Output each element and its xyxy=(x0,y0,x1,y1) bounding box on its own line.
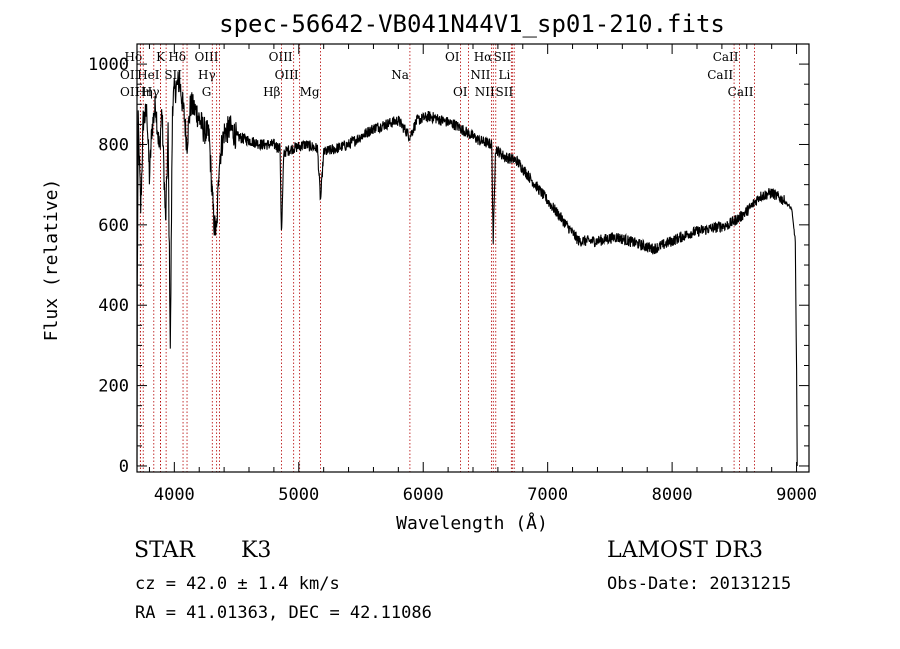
line-label-8: CaII xyxy=(713,50,739,64)
x-tick-label-7000: 7000 xyxy=(527,485,568,505)
line-label-18: OII xyxy=(120,85,140,99)
redshift-value: cz = 42.0 ± 1.4 km/s xyxy=(135,574,340,594)
line-label-26: SII xyxy=(495,85,513,99)
line-label-13: OIII xyxy=(275,68,299,82)
y-tick-label-1000: 1000 xyxy=(88,55,129,75)
axis-ticks: 4000 5000 6000 7000 8000 9000 0 200 400 600 800 100… xyxy=(88,44,817,505)
line-label-10: HeI xyxy=(137,68,160,82)
line-label-21: G xyxy=(202,85,212,99)
line-label-4: OIII xyxy=(269,50,293,64)
line-label-5: OI xyxy=(445,50,460,64)
line-label-15: NII xyxy=(470,68,490,82)
line-label-19: Hη xyxy=(135,85,153,99)
line-label-2: Hδ xyxy=(168,50,186,64)
object-subclass: K3 xyxy=(241,538,272,563)
plot-frame xyxy=(136,43,810,473)
line-label-16: Li xyxy=(499,68,511,82)
ra-dec: RA = 41.01363, DEC = 42.11086 xyxy=(135,603,432,623)
x-tick-label-4000: 4000 xyxy=(154,485,195,505)
line-label-24: OI xyxy=(453,85,468,99)
line-label-3: OIII xyxy=(194,50,218,64)
y-tick-label-600: 600 xyxy=(98,216,129,236)
line-label-23: Mg xyxy=(300,85,320,99)
x-tick-label-6000: 6000 xyxy=(403,485,444,505)
line-label-17: CaII xyxy=(707,68,733,82)
obs-date: Obs-Date: 20131215 xyxy=(607,574,792,594)
line-label-1: K xyxy=(156,50,166,64)
line-label-27: CaII xyxy=(728,85,754,99)
y-axis-label: Flux (relative) xyxy=(41,179,62,342)
y-tick-label-0: 0 xyxy=(119,457,129,477)
survey-label: LAMOST DR3 xyxy=(607,538,763,563)
y-tick-label-400: 400 xyxy=(98,296,129,316)
object-class: STAR xyxy=(134,538,195,563)
line-label-7: SII xyxy=(494,50,512,64)
y-tick-label-800: 800 xyxy=(98,135,129,155)
line-label-9: OII xyxy=(120,68,140,82)
y-tick-label-200: 200 xyxy=(98,377,129,397)
x-tick-label-5000: 5000 xyxy=(278,485,319,505)
chart-title: spec-56642-VB041N44V1_sp01-210.fits xyxy=(219,10,725,38)
spectrum-line xyxy=(136,71,798,467)
line-label-20: Hγ xyxy=(142,85,160,99)
line-label-12: Hγ xyxy=(198,68,216,82)
line-label-25: NII xyxy=(475,85,495,99)
x-tick-label-9000: 9000 xyxy=(776,485,817,505)
line-label-14: Na xyxy=(391,68,409,82)
x-tick-label-8000: 8000 xyxy=(652,485,693,505)
line-label-22: Hβ xyxy=(263,85,280,99)
line-label-6: Hα xyxy=(474,50,493,64)
line-label-0: Hδ xyxy=(125,50,143,64)
x-axis-label: Wavelength (Å) xyxy=(396,512,548,534)
